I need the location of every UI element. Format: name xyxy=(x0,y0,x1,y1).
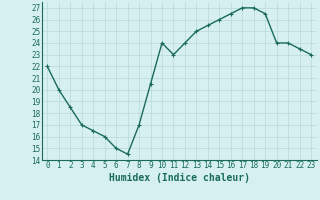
X-axis label: Humidex (Indice chaleur): Humidex (Indice chaleur) xyxy=(109,173,250,183)
